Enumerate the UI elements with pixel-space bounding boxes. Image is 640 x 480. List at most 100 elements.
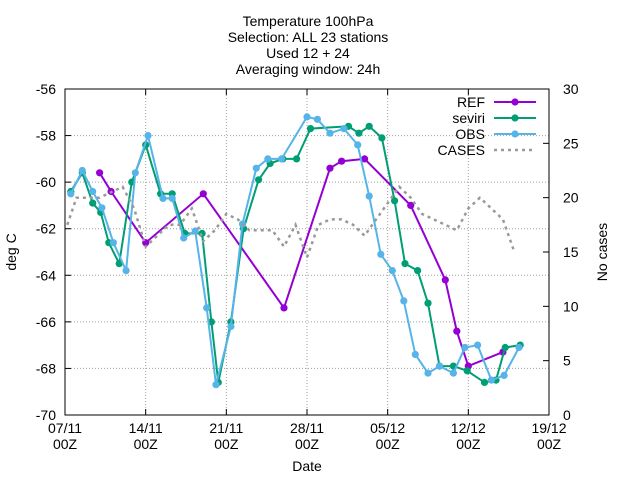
data-point-ref bbox=[441, 276, 449, 284]
data-point-obs bbox=[144, 132, 152, 140]
x-tick-label-time: 00Z bbox=[295, 436, 320, 452]
data-point-obs bbox=[168, 194, 176, 202]
data-point-obs bbox=[411, 350, 419, 359]
data-point-ref bbox=[407, 201, 415, 209]
data-point-ref bbox=[280, 304, 288, 312]
y2-tick-label: 25 bbox=[563, 135, 579, 151]
legend-marker-ref bbox=[511, 98, 519, 106]
legend-marker-seviri bbox=[511, 114, 519, 122]
y-tick-label: -62 bbox=[36, 221, 56, 237]
x-axis-label: Date bbox=[292, 458, 322, 474]
data-point-seviri bbox=[355, 129, 363, 137]
data-point-ref bbox=[96, 169, 104, 177]
data-point-obs bbox=[203, 304, 211, 312]
y-tick-label: -68 bbox=[36, 360, 56, 376]
data-point-obs bbox=[78, 166, 86, 175]
data-point-obs bbox=[191, 227, 199, 235]
y-axis-label: deg C bbox=[3, 233, 19, 270]
x-tick-label: 07/11 bbox=[48, 420, 82, 436]
data-point-seviri bbox=[89, 199, 97, 207]
data-point-obs bbox=[377, 250, 385, 258]
data-point-obs bbox=[180, 234, 188, 242]
y-tick-label: -64 bbox=[36, 267, 56, 283]
y-tick-label: -70 bbox=[36, 407, 56, 423]
data-point-ref bbox=[326, 164, 334, 172]
y-axis-ticks: -56 -58 -60 -62 -64 -66 -68 -70 bbox=[36, 81, 71, 423]
data-point-seviri bbox=[378, 134, 386, 142]
data-point-ref bbox=[453, 327, 461, 335]
x-tick-label-time: 00Z bbox=[537, 436, 562, 452]
y2-tick-label: 5 bbox=[563, 353, 571, 369]
legend-label-seviri: seviri bbox=[452, 110, 485, 126]
data-point-ref bbox=[361, 155, 369, 163]
x-tick-label: 19/12 bbox=[531, 420, 566, 436]
y2-tick-label: 30 bbox=[563, 81, 579, 97]
data-point-seviri bbox=[414, 267, 422, 275]
series-layer bbox=[66, 113, 524, 389]
legend-label-cases: CASES bbox=[438, 142, 485, 158]
data-point-obs bbox=[400, 297, 408, 305]
chart-title: Temperature 100hPa Selection: ALL 23 sta… bbox=[228, 13, 389, 77]
y2-tick-label: 0 bbox=[563, 407, 571, 423]
data-point-obs bbox=[424, 369, 432, 377]
y2-axis-ticks: 30 25 20 15 10 5 0 bbox=[543, 81, 579, 423]
data-point-seviri bbox=[391, 197, 399, 205]
title-line-1: Temperature 100hPa bbox=[243, 13, 374, 29]
y2-tick-label: 20 bbox=[563, 190, 579, 206]
data-point-obs bbox=[252, 164, 260, 172]
data-point-obs bbox=[365, 192, 373, 200]
data-point-obs bbox=[303, 113, 311, 121]
data-point-obs bbox=[227, 322, 235, 331]
x-tick-label: 28/11 bbox=[290, 420, 324, 436]
data-point-obs bbox=[487, 376, 495, 384]
y-tick-label: -66 bbox=[36, 314, 56, 330]
data-point-seviri bbox=[198, 229, 206, 237]
x-tick-label-time: 00Z bbox=[376, 436, 401, 452]
data-point-seviri bbox=[401, 260, 409, 268]
data-point-obs bbox=[159, 194, 167, 202]
y-tick-label: -60 bbox=[36, 174, 56, 190]
data-point-obs bbox=[340, 125, 348, 133]
y-tick-label: -56 bbox=[36, 81, 56, 97]
x-tick-label-time: 00Z bbox=[53, 436, 78, 452]
data-point-obs bbox=[354, 141, 362, 149]
x-tick-label: 21/11 bbox=[209, 420, 243, 436]
series-obs bbox=[67, 113, 523, 389]
data-point-seviri bbox=[293, 155, 301, 163]
y2-tick-label: 15 bbox=[563, 244, 579, 260]
data-point-obs bbox=[109, 239, 117, 247]
x-tick-label-time: 00Z bbox=[214, 436, 239, 452]
data-point-ref bbox=[338, 157, 346, 165]
data-point-obs bbox=[435, 362, 444, 370]
x-axis-ticks: 07/1100Z14/1100Z21/1100Z28/1100Z05/1200Z… bbox=[48, 89, 567, 452]
title-line-4: Averaging window: 24h bbox=[236, 61, 381, 77]
data-point-seviri bbox=[424, 299, 432, 307]
x-tick-label-time: 00Z bbox=[456, 436, 481, 452]
series-line-cases bbox=[66, 184, 516, 262]
data-point-obs bbox=[212, 381, 220, 389]
title-line-2: Selection: ALL 23 stations bbox=[228, 29, 389, 45]
data-point-obs bbox=[449, 369, 457, 377]
data-point-seviri bbox=[480, 378, 489, 386]
data-point-obs bbox=[326, 129, 334, 137]
y2-axis-label: No cases bbox=[594, 223, 610, 281]
data-point-obs bbox=[515, 343, 523, 352]
legend-marker-obs bbox=[511, 130, 519, 138]
x-tick-label: 05/12 bbox=[370, 420, 405, 436]
data-point-obs bbox=[67, 190, 75, 198]
y2-tick-label: 10 bbox=[563, 298, 579, 314]
data-point-obs bbox=[264, 155, 272, 163]
x-tick-label-time: 00Z bbox=[134, 436, 159, 452]
data-point-obs bbox=[388, 267, 396, 275]
data-point-seviri bbox=[255, 176, 263, 184]
data-point-obs bbox=[474, 341, 482, 349]
legend-label-ref: REF bbox=[457, 94, 485, 110]
data-point-obs bbox=[313, 115, 321, 123]
data-point-obs bbox=[122, 267, 130, 275]
legend-label-obs: OBS bbox=[455, 126, 485, 142]
data-point-ref bbox=[199, 190, 207, 198]
data-point-seviri bbox=[463, 367, 471, 375]
data-point-obs bbox=[500, 371, 508, 379]
